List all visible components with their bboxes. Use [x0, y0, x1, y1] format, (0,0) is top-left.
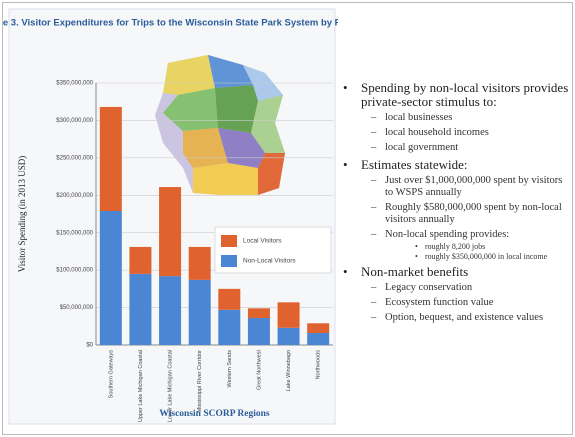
- bullet-text: roughly 8,200 jobs: [425, 242, 486, 251]
- y-tick-label: $300,000,000: [56, 118, 93, 124]
- list-item: local government: [361, 142, 569, 154]
- bar-segment: [129, 273, 152, 345]
- list: roughly 8,200 jobsroughly $350,000,000 i…: [385, 242, 569, 261]
- bar-segment: [129, 246, 152, 274]
- list-item: Legacy conservation: [361, 282, 569, 294]
- bullet-text: Estimates statewide:: [361, 157, 468, 172]
- x-tick-label: Western Sands: [227, 350, 233, 388]
- x-tick-label: Mississippi River Corridor: [197, 350, 203, 413]
- bar-segment: [247, 308, 270, 319]
- list: Legacy conservation Ecosystem function va…: [361, 282, 569, 324]
- legend-swatch: [221, 255, 237, 267]
- bar-segment: [307, 323, 330, 334]
- bar-segment: [188, 279, 211, 345]
- list-item: Option, bequest, and existence values: [361, 312, 569, 324]
- list-item: Just over $1,000,000,000 spent by visito…: [361, 175, 569, 199]
- y-tick-label: $350,000,000: [56, 81, 93, 87]
- y-tick-label: $50,000,000: [60, 305, 94, 311]
- y-axis-label: Visitor Spending (in 2013 USD): [17, 156, 27, 272]
- list-item: roughly $350,000,000 in local income: [385, 252, 569, 261]
- x-tick-label: Lake Winnebago: [286, 350, 292, 391]
- x-tick-label: Northwoods: [316, 350, 322, 380]
- x-tick-label: Lower Lake Michigan Coastal: [168, 350, 174, 422]
- bullet-text: local businesses: [385, 112, 453, 123]
- list-item: local household incomes: [361, 127, 569, 139]
- y-tick-label: $150,000,000: [56, 230, 93, 236]
- list-item: Ecosystem function value: [361, 297, 569, 309]
- y-tick-label: $200,000,000: [56, 193, 93, 199]
- bar-segment: [188, 246, 211, 280]
- chart-title: Figure 3. Visitor Expenditures for Trips…: [3, 18, 338, 29]
- bullet-text: local government: [385, 142, 459, 153]
- x-tick-label: Upper Lake Michigan Coastal: [138, 350, 144, 422]
- list: Spending by non-local visitors provides …: [341, 80, 569, 325]
- x-axis-label: Wisconsin SCORP Regions: [159, 409, 269, 419]
- y-tick-label: $0: [86, 343, 93, 349]
- bullet-text: Non-market benefits: [361, 264, 469, 279]
- legend-label: Local Visitors: [243, 238, 282, 245]
- bullet-text: Spending by non-local visitors provides …: [361, 80, 569, 109]
- bar-segment: [159, 276, 182, 345]
- list: Just over $1,000,000,000 spent by visito…: [361, 175, 569, 261]
- y-tick-label: $100,000,000: [56, 268, 93, 274]
- bullet-text: Just over $1,000,000,000 spent by visito…: [385, 175, 563, 198]
- bar-segment: [277, 302, 300, 328]
- bar-segment: [218, 288, 241, 310]
- bullet-text: Option, bequest, and existence values: [385, 312, 544, 323]
- bullet-text: Ecosystem function value: [385, 297, 494, 308]
- bullet-text: Legacy conservation: [385, 282, 473, 293]
- list-item: Estimates statewide: Just over $1,000,000…: [341, 157, 569, 262]
- bullet-text: local household incomes: [385, 127, 489, 138]
- bullet-text: Roughly $580,000,000 spent by non-local …: [385, 202, 562, 225]
- bar-segment: [307, 333, 330, 345]
- chart: Figure 3. Visitor Expenditures for Trips…: [3, 8, 338, 425]
- bar-segment: [99, 211, 122, 345]
- list-item: roughly 8,200 jobs: [385, 242, 569, 251]
- bullet-text: roughly $350,000,000 in local income: [425, 252, 548, 261]
- x-tick-label: Great Northwest: [256, 350, 262, 391]
- list-item: Spending by non-local visitors provides …: [341, 80, 569, 155]
- bar-segment: [218, 309, 241, 345]
- y-tick-label: $250,000,000: [56, 155, 93, 161]
- bar-segment: [247, 318, 270, 345]
- x-tick-label: Southern Gateways: [108, 350, 114, 399]
- bullet-list: Spending by non-local visitors provides …: [341, 81, 569, 328]
- legend-label: Non-Local Visitors: [243, 258, 296, 265]
- legend-swatch: [221, 235, 237, 247]
- list-item: Roughly $580,000,000 spent by non-local …: [361, 202, 569, 226]
- list: local businesses local household incomes l…: [361, 112, 569, 154]
- bar-segment: [99, 106, 122, 212]
- list-item: Non-local spending provides: roughly 8,20…: [361, 229, 569, 261]
- list-item: local businesses: [361, 112, 569, 124]
- bar-segment: [159, 187, 182, 277]
- bar-segment: [277, 327, 300, 345]
- list-item: Non-market benefits Legacy conservation Ec…: [341, 264, 569, 325]
- bullet-text: Non-local spending provides:: [385, 229, 510, 240]
